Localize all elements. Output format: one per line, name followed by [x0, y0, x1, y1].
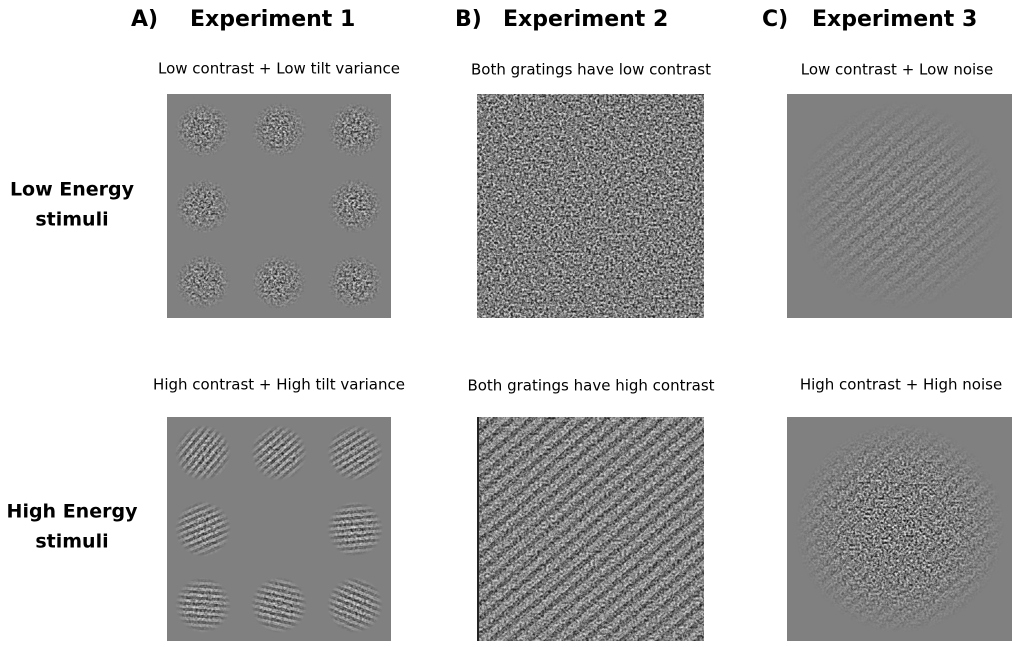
- gabor-patch: [327, 178, 383, 234]
- gabor-patch: [251, 102, 307, 158]
- stimulus-image: [477, 94, 704, 318]
- caption: Low contrast + Low tilt variance: [158, 60, 400, 78]
- panel-letter: B): [455, 7, 482, 32]
- row-label: stimuli: [35, 209, 108, 231]
- stimulus-image: [787, 94, 1012, 318]
- panel-title: Experiment 1: [190, 7, 355, 32]
- gabor-patch: [251, 254, 307, 310]
- stimulus-image: [165, 415, 395, 643]
- gabor-patch: [174, 500, 233, 559]
- caption: Low contrast + Low noise: [801, 61, 993, 79]
- row-label: High Energy: [7, 501, 139, 523]
- stimulus-image: [167, 94, 391, 318]
- panel-title: Experiment 3: [812, 7, 977, 32]
- panel-letter: A): [131, 7, 158, 32]
- gabor-patch: [327, 102, 383, 158]
- caption: Both gratings have high contrast: [467, 377, 714, 395]
- gabor-patch: [321, 495, 390, 564]
- caption: Both gratings have low contrast: [471, 61, 711, 79]
- headers: A) Experiment 1 B) Experiment 2 C) Exper…: [131, 7, 977, 32]
- caption: High contrast + High tilt variance: [153, 376, 405, 394]
- panel-letter: C): [762, 7, 788, 32]
- gabor-patch: [243, 417, 315, 489]
- gabor-patch: [175, 254, 231, 310]
- stimulus-image: [477, 417, 704, 641]
- gabor-patch: [165, 415, 241, 491]
- row-labels: Low Energy stimuli High Energy stimuli: [7, 179, 139, 553]
- row-label: Low Energy: [10, 179, 135, 201]
- gabor-patch: [175, 102, 231, 158]
- gabor-patch: [166, 568, 240, 642]
- stimulus-image: [787, 417, 1012, 641]
- gabor-patch: [315, 565, 394, 643]
- gabor-patch: [322, 420, 388, 486]
- row-label: stimuli: [35, 531, 108, 553]
- caption: High contrast + High noise: [800, 376, 1002, 394]
- figure: A) Experiment 1 B) Experiment 2 C) Exper…: [0, 0, 1012, 643]
- gabor-patch: [175, 178, 231, 234]
- panel-title: Experiment 2: [503, 7, 668, 32]
- gabor-patch: [327, 254, 383, 310]
- gabor-patch: [240, 566, 317, 643]
